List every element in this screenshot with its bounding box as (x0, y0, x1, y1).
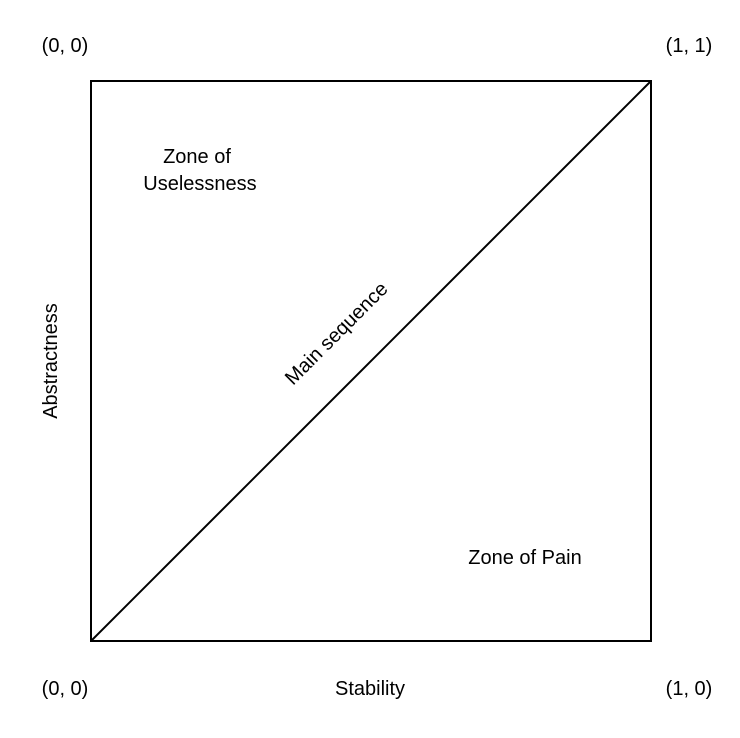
x-axis-label: Stability (335, 678, 405, 700)
zone-uselessness-label-line1: Zone of (163, 146, 231, 168)
zone-uselessness-label-line2: Uselessness (143, 173, 256, 195)
y-axis-label: Abstractness (40, 303, 62, 419)
zone-pain-label: Zone of Pain (468, 547, 581, 569)
corner-label-bottom-right: (1, 0) (666, 678, 713, 700)
main-sequence-line (90, 80, 652, 642)
plot-frame (90, 80, 652, 642)
corner-label-bottom-left: (0, 0) (42, 678, 89, 700)
corner-label-top-left: (0, 0) (42, 35, 89, 57)
main-sequence-label: Main sequence (281, 278, 392, 389)
corner-label-top-right: (1, 1) (666, 35, 713, 57)
